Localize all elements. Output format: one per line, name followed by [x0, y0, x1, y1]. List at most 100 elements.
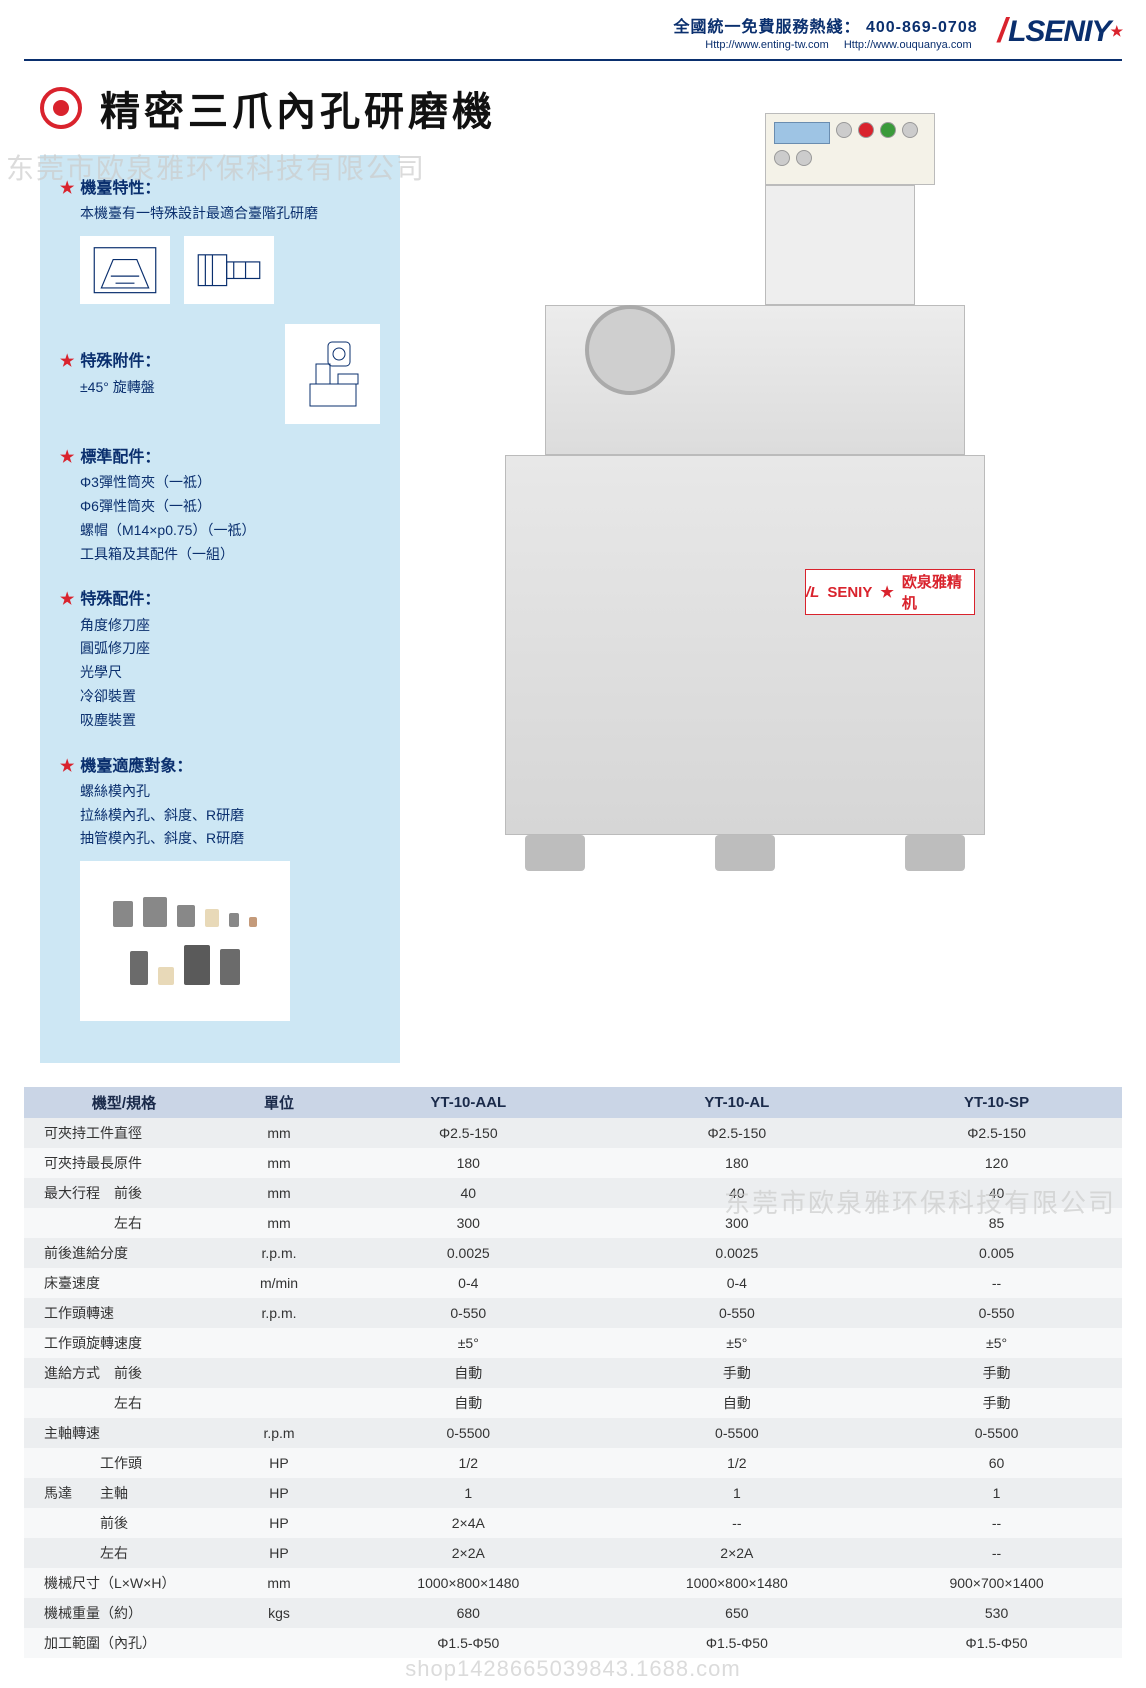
list-item: Φ3彈性筒夾（一祗）	[80, 471, 380, 495]
table-cell: ±5°	[334, 1328, 603, 1358]
table-cell: 加工範圍（內孔）	[24, 1628, 224, 1658]
table-cell: r.p.m.	[224, 1238, 334, 1268]
title-bullet-icon	[40, 87, 82, 129]
table-cell: mm	[224, 1178, 334, 1208]
table-row: 可夾持工件直徑mmΦ2.5-150Φ2.5-150Φ2.5-150	[24, 1118, 1122, 1148]
table-cell: 1/2	[334, 1448, 603, 1478]
table-cell: --	[871, 1508, 1122, 1538]
table-header-row: 機型/規格 單位 YT-10-AAL YT-10-AL YT-10-SP	[24, 1087, 1122, 1118]
table-cell: mm	[224, 1208, 334, 1238]
table-cell: 300	[603, 1208, 872, 1238]
section-optional: ★特殊配件： 角度修刀座 圓弧修刀座 光學尺 冷卻裝置 吸塵裝置	[60, 586, 380, 732]
table-cell: Φ2.5-150	[334, 1118, 603, 1148]
table-cell: 180	[334, 1148, 603, 1178]
section-feature: ★機臺特性： 本機臺有一特殊設計最適合臺階孔研磨	[60, 175, 380, 304]
table-row: 工作頭HP1/21/260	[24, 1448, 1122, 1478]
table-cell: 2×4A	[334, 1508, 603, 1538]
hotline: 全國統一免費服務熱綫： 400-869-0708	[674, 13, 978, 37]
list-item: 圓弧修刀座	[80, 637, 380, 661]
table-cell: 60	[871, 1448, 1122, 1478]
list-item: 螺帽（M14×p0.75）（一祗）	[80, 519, 380, 543]
section-standard: ★標準配件： Φ3彈性筒夾（一祗） Φ6彈性筒夾（一祗） 螺帽（M14×p0.7…	[60, 444, 380, 566]
table-row: 工作頭轉速r.p.m.0-5500-5500-550	[24, 1298, 1122, 1328]
table-cell: 680	[334, 1598, 603, 1628]
table-cell: ±5°	[603, 1328, 872, 1358]
table-cell: 0-5500	[871, 1418, 1122, 1448]
table-cell: 1000×800×1480	[334, 1568, 603, 1598]
table-cell	[224, 1628, 334, 1658]
table-cell: 120	[871, 1148, 1122, 1178]
machine-brand-label: /LSENIY★ 欧泉雅精机	[805, 569, 975, 615]
machine-feet	[525, 835, 965, 875]
table-cell: mm	[224, 1118, 334, 1148]
feature-body: 本機臺有一特殊設計最適合臺階孔研磨	[80, 202, 380, 226]
table-cell: 前後	[24, 1508, 224, 1538]
table-cell: 手動	[603, 1358, 872, 1388]
table-cell: 530	[871, 1598, 1122, 1628]
table-cell: Φ1.5-Φ50	[871, 1628, 1122, 1658]
table-cell: 0-5500	[334, 1418, 603, 1448]
table-cell: 工作頭旋轉速度	[24, 1328, 224, 1358]
table-row: 馬達 主軸HP111	[24, 1478, 1122, 1508]
opt-heading: 特殊配件：	[80, 591, 160, 608]
spec-table: 機型/規格 單位 YT-10-AAL YT-10-AL YT-10-SP 可夾持…	[24, 1087, 1122, 1658]
table-cell: 180	[603, 1148, 872, 1178]
table-cell: 1	[871, 1478, 1122, 1508]
watermark-shop: shop1428665039843.1688.com	[405, 1656, 741, 1682]
diagram-2	[184, 236, 274, 304]
machine-figure: /LSENIY★ 欧泉雅精机	[465, 155, 1065, 875]
app-heading: 機臺適應對象：	[80, 758, 192, 775]
table-cell: 0-4	[334, 1268, 603, 1298]
table-cell: r.p.m.	[224, 1298, 334, 1328]
logo-text: SENIY	[1025, 15, 1110, 49]
table-cell: 0-550	[603, 1298, 872, 1328]
logo-star-icon: ★	[1110, 23, 1122, 40]
table-cell: 最大行程 前後	[24, 1178, 224, 1208]
title-row: 精密三爪內孔研磨機	[0, 79, 1146, 155]
table-cell: mm	[224, 1148, 334, 1178]
table-cell: 進給方式 前後	[24, 1358, 224, 1388]
feature-diagrams	[80, 236, 380, 304]
diagram-attachment	[285, 324, 380, 424]
brand-cn: 欧泉雅精机	[902, 571, 974, 613]
table-row: 加工範圍（內孔）Φ1.5-Φ50Φ1.5-Φ50Φ1.5-Φ50	[24, 1628, 1122, 1658]
table-cell: 手動	[871, 1388, 1122, 1418]
list-item: 冷卻裝置	[80, 685, 380, 709]
table-row: 左右自動自動手動	[24, 1388, 1122, 1418]
star-icon: ★	[60, 180, 74, 197]
table-cell: kgs	[224, 1598, 334, 1628]
app-list: 螺絲模內孔 拉絲模內孔、斜度、R研磨 抽管模內孔、斜度、R研磨	[80, 780, 380, 851]
table-cell	[224, 1328, 334, 1358]
table-row: 左右HP2×2A2×2A--	[24, 1538, 1122, 1568]
header-urls: Http://www.enting-tw.com Http://www.ouqu…	[674, 39, 978, 51]
machine-base	[505, 455, 985, 835]
main-row: 东莞市欧泉雅环保科技有限公司 ★機臺特性： 本機臺有一特殊設計最適合臺階孔研磨 …	[0, 155, 1146, 1087]
machine-column: /LSENIY★ 欧泉雅精机	[424, 155, 1106, 875]
parts-photo	[80, 861, 290, 1021]
machine-chuck	[585, 305, 675, 395]
machine-head	[765, 185, 915, 305]
attach-body: ±45° 旋轉盤	[80, 376, 285, 400]
table-cell: HP	[224, 1508, 334, 1538]
logo-slash-icon: /	[998, 12, 1006, 51]
spec-section: 东莞市欧泉雅环保科技有限公司 機型/規格 單位 YT-10-AAL YT-10-…	[0, 1087, 1146, 1688]
table-cell: 1	[334, 1478, 603, 1508]
list-item: 角度修刀座	[80, 614, 380, 638]
url-1: Http://www.enting-tw.com	[705, 39, 829, 51]
hotline-label: 全國統一免費服務熱綫：	[674, 19, 861, 36]
star-icon: ★	[60, 591, 74, 608]
table-cell: 手動	[871, 1358, 1122, 1388]
table-cell: 自動	[334, 1358, 603, 1388]
side-panel: ★機臺特性： 本機臺有一特殊設計最適合臺階孔研磨 ★特殊附件： ±45° 旋轉盤	[40, 155, 400, 1063]
table-cell: Φ1.5-Φ50	[603, 1628, 872, 1658]
list-item: 螺絲模內孔	[80, 780, 380, 804]
table-cell: 1	[603, 1478, 872, 1508]
page-title: 精密三爪內孔研磨機	[100, 79, 496, 137]
header-rule	[24, 59, 1122, 61]
table-cell: 可夾持工件直徑	[24, 1118, 224, 1148]
th-model: 機型/規格	[24, 1087, 224, 1118]
table-cell: HP	[224, 1448, 334, 1478]
table-cell: 0-5500	[603, 1418, 872, 1448]
table-row: 主軸轉速r.p.m0-55000-55000-5500	[24, 1418, 1122, 1448]
table-cell: 900×700×1400	[871, 1568, 1122, 1598]
